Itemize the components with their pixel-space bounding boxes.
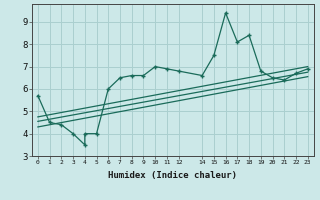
X-axis label: Humidex (Indice chaleur): Humidex (Indice chaleur)	[108, 171, 237, 180]
